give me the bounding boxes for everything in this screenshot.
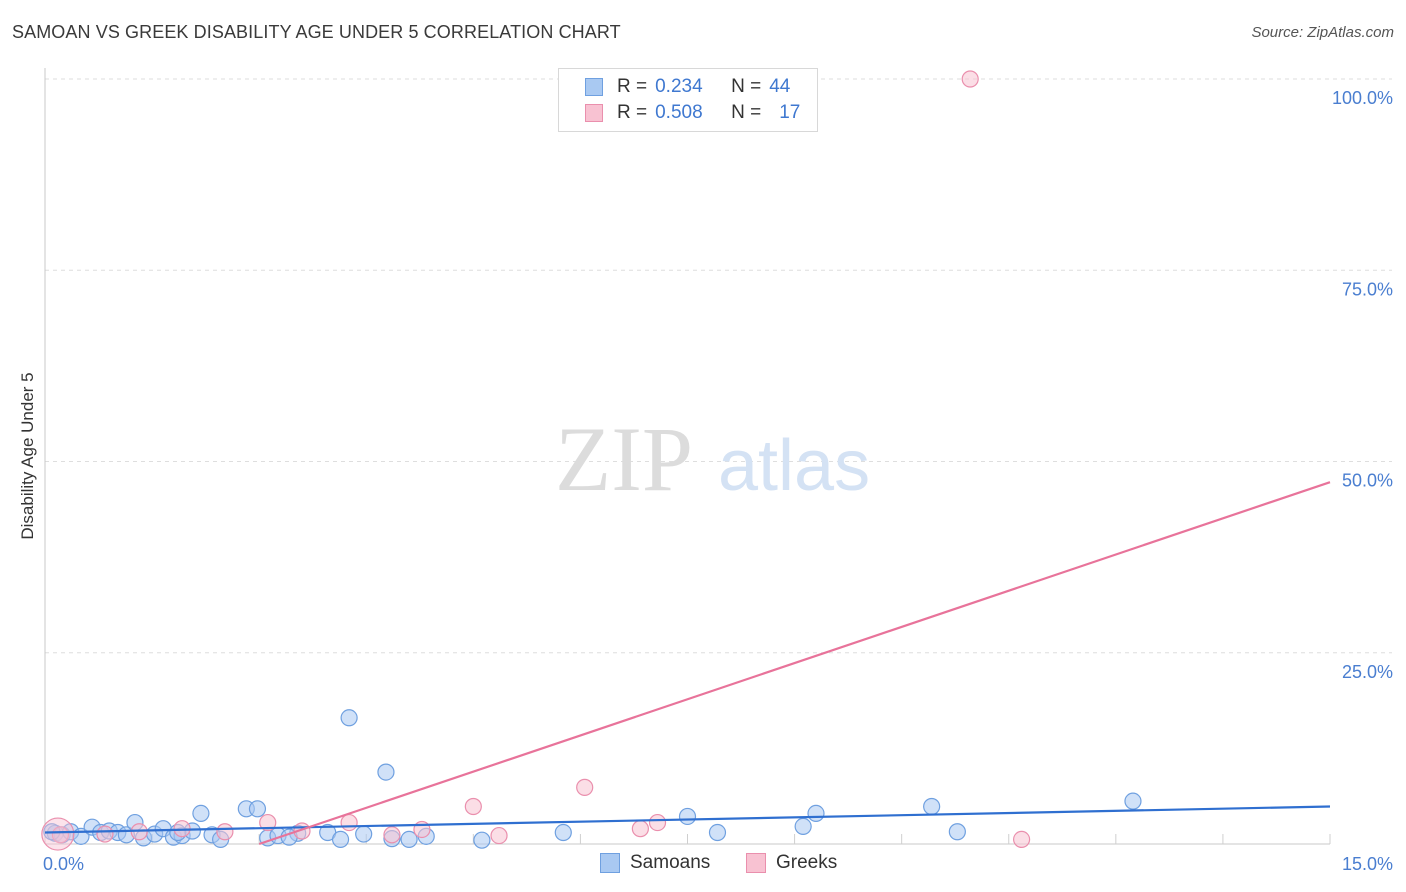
y-axis-label: Disability Age Under 5: [18, 372, 37, 539]
point-greeks-4: [216, 823, 234, 841]
point-greeks-15: [961, 70, 979, 88]
y-tick-label-25: 25.0%: [1342, 662, 1393, 682]
y-tick-label-50: 50.0%: [1342, 471, 1393, 491]
point-samoans-38: [948, 823, 966, 841]
point-greeks-11: [490, 826, 508, 845]
gridlines: [45, 78, 1392, 654]
legend-swatch-samoans: [585, 78, 603, 96]
stats-legend: R = 0.234 N = 44 R = 0.508 N = 17: [558, 68, 818, 132]
point-greeks-1: [96, 825, 114, 843]
point-samoans-39: [1124, 792, 1142, 810]
legend-r-label: R =: [617, 102, 648, 123]
point-samoans-32: [554, 823, 572, 842]
legend-row-greeks: R = 0.508 N = 17: [585, 101, 800, 125]
point-greeks-12: [576, 778, 594, 796]
point-samoans-27: [355, 825, 373, 843]
point-samoans-34: [708, 823, 727, 842]
point-greeks-0: [51, 826, 70, 844]
legend-swatch-greeks: [585, 104, 603, 122]
chart-title: SAMOAN VS GREEK DISABILITY AGE UNDER 5 C…: [12, 22, 621, 42]
point-samoans-35: [794, 817, 812, 836]
x-tick-label-max: 15.0%: [1342, 854, 1393, 874]
legend-swatch-samoans: [600, 853, 620, 873]
point-samoans-28: [377, 763, 395, 781]
legend-r-value: 0.508: [655, 102, 703, 123]
trend-lines: [44, 481, 1331, 846]
y-tick-label-75: 75.0%: [1342, 279, 1393, 299]
watermark-zip: ZIP: [555, 408, 693, 510]
trend-line-samoans: [44, 805, 1331, 834]
y-tick-label-100: 100.0%: [1332, 88, 1393, 108]
point-samoans-25: [331, 830, 350, 849]
point-greeks-10: [464, 797, 482, 816]
legend-row-samoans: R = 0.234 N = 44: [585, 75, 790, 99]
point-samoans-30: [400, 830, 418, 849]
point-samoans-37: [923, 797, 941, 816]
point-greeks-cluster: [41, 817, 75, 851]
legend-r-label: R =: [617, 76, 648, 97]
legend-item-greeks[interactable]: Greeks: [746, 852, 837, 874]
legend-n-value: 17: [779, 102, 801, 123]
series-legend: Samoans Greeks: [0, 852, 1406, 878]
point-samoans-16: [192, 804, 210, 823]
legend-n-value: 44: [769, 76, 791, 97]
legend-r-value: 0.234: [655, 76, 703, 97]
point-samoans-36: [807, 804, 825, 823]
point-samoans-26: [340, 709, 358, 727]
point-samoans-33: [678, 807, 697, 826]
legend-swatch-greeks: [746, 853, 766, 873]
point-greeks-7: [340, 813, 358, 832]
point-greeks-5: [259, 813, 277, 832]
x-tick-label-min: 0.0%: [43, 854, 84, 874]
point-greeks-8: [383, 826, 401, 844]
point-samoans-31: [473, 831, 491, 849]
legend-item-samoans[interactable]: Samoans: [600, 852, 710, 874]
legend-n-label: N =: [731, 102, 762, 123]
source-label: Source: ZipAtlas.com: [1251, 24, 1394, 41]
y-tick-labels: 25.0% 50.0% 75.0% 100.0%: [1332, 88, 1393, 682]
point-samoans-20: [248, 800, 267, 818]
point-greeks-14: [648, 813, 667, 832]
point-greeks-16: [1012, 830, 1031, 849]
legend-n-label: N =: [731, 76, 762, 97]
watermark-atlas: atlas: [718, 426, 870, 506]
x-ticks: [44, 834, 1331, 844]
trend-line-greeks: [258, 481, 1331, 846]
legend-label-samoans: Samoans: [630, 852, 711, 873]
legend-label-greeks: Greeks: [776, 852, 838, 873]
point-greeks-13: [631, 820, 649, 838]
